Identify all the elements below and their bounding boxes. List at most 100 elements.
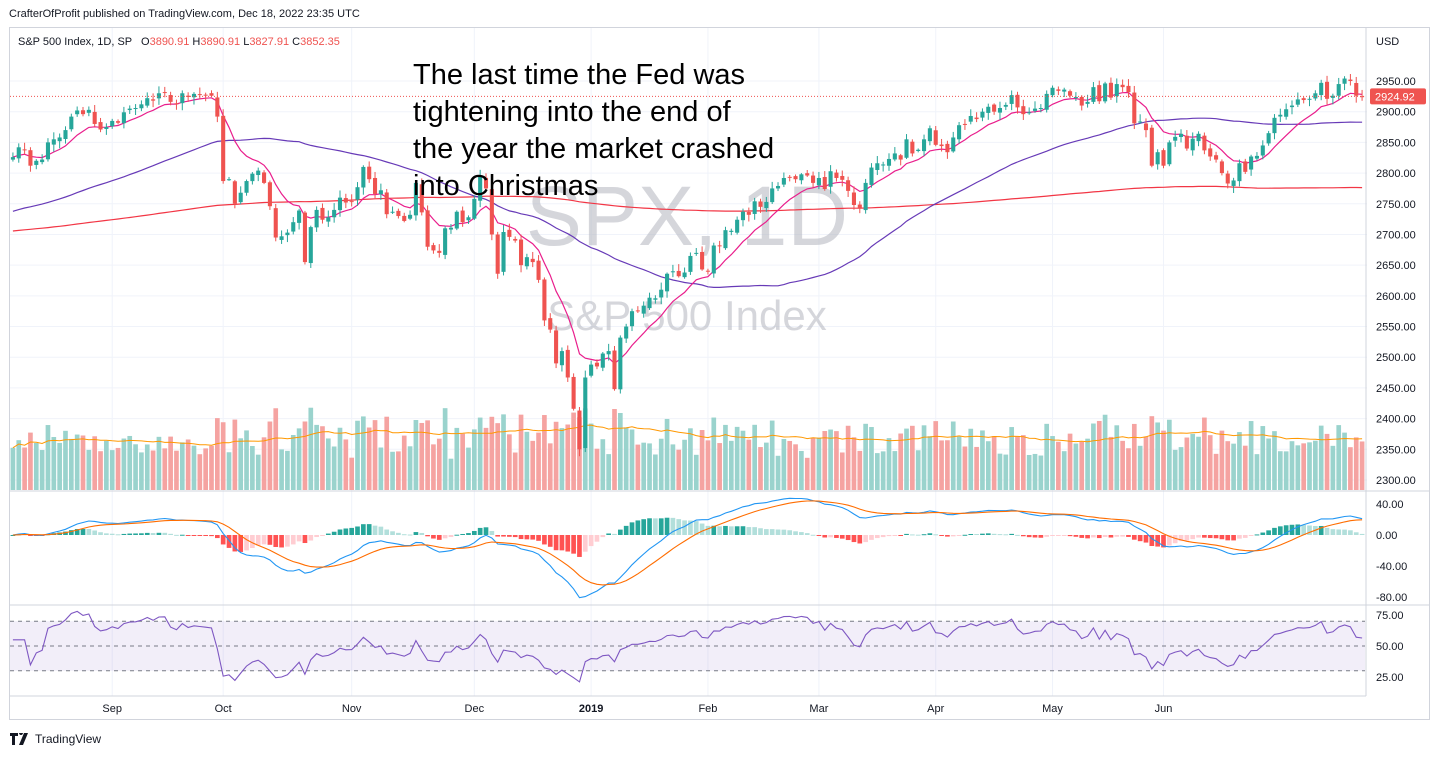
price-tick-label: 2950.00 <box>1376 76 1416 88</box>
candle-body <box>805 173 810 176</box>
candle-body <box>1032 108 1038 111</box>
macd-bar <box>1342 529 1347 535</box>
volume-bar <box>869 427 874 490</box>
volume-bar <box>22 447 27 490</box>
volume-bar <box>349 457 355 490</box>
macd-bar <box>898 535 904 536</box>
candle-body <box>1038 108 1043 110</box>
footer-brand-label: TradingView <box>35 732 102 746</box>
macd-bar <box>1307 525 1312 535</box>
volume-bar <box>1196 436 1201 490</box>
candle-body <box>489 189 494 235</box>
candle-body <box>349 201 354 203</box>
volume-bar <box>1301 443 1307 490</box>
volume-bar <box>1207 435 1213 490</box>
volume-bar <box>197 454 203 490</box>
candle-body <box>151 99 156 101</box>
macd-bar <box>839 535 845 539</box>
time-tick-label: Sep <box>102 703 122 715</box>
annotation-line: tightening into the end of <box>413 96 731 128</box>
volume-bar <box>904 428 909 490</box>
annotation-line: into Christmas <box>413 170 599 202</box>
candle-body <box>378 190 383 195</box>
candle-body <box>57 137 62 142</box>
volume-bar <box>559 428 565 490</box>
candle-body <box>168 95 173 102</box>
volume-bar <box>57 442 62 490</box>
candle-body <box>209 93 214 96</box>
candle-body <box>1319 82 1324 96</box>
volume-bar <box>1155 422 1160 490</box>
volume-bar <box>1266 438 1271 490</box>
candle-body <box>133 108 138 110</box>
macd-bar <box>822 535 828 538</box>
macd-bar <box>162 532 168 535</box>
candle-body <box>1342 78 1347 84</box>
candle-body <box>811 175 816 183</box>
candle-body <box>408 214 413 219</box>
candle-body <box>904 139 909 158</box>
macd-bar <box>1318 525 1324 535</box>
macd-bar <box>366 524 372 535</box>
volume-bar <box>454 427 460 490</box>
macd-bar <box>185 535 191 536</box>
grid <box>10 28 1367 696</box>
volume-bar <box>1114 425 1120 490</box>
candle-body <box>1149 127 1154 166</box>
volume-bar <box>144 444 150 490</box>
macd-bar <box>1184 535 1190 541</box>
candle-body <box>851 192 856 205</box>
volume-bar <box>787 440 793 490</box>
volume-bar <box>1143 436 1149 490</box>
candle-body <box>1260 145 1265 156</box>
volume-bar <box>1056 441 1061 490</box>
volume-bar <box>401 435 407 490</box>
volume-bar <box>1260 426 1266 490</box>
macd-bar <box>1254 534 1260 536</box>
candle-body <box>1284 109 1289 117</box>
macd-bar <box>945 535 950 537</box>
time-tick-label: May <box>1042 703 1063 715</box>
candle-body <box>215 97 220 117</box>
volume-bar <box>290 435 296 490</box>
volume-bar <box>483 427 489 490</box>
macd-bar <box>641 519 647 535</box>
volume-bar <box>419 422 425 490</box>
macd-bar <box>851 535 857 543</box>
volume-bar <box>939 440 944 490</box>
volume-bar <box>699 430 705 490</box>
volume-bar <box>507 434 512 490</box>
macd-bar <box>179 534 185 536</box>
candle-body <box>1214 155 1219 160</box>
volume-bar <box>1330 445 1336 490</box>
candle-body <box>1225 173 1230 184</box>
volume-bar <box>980 430 985 490</box>
volume-bar <box>203 448 208 490</box>
macd-bar <box>261 535 267 545</box>
candle-body <box>162 92 167 94</box>
macd-bar <box>670 517 676 535</box>
candle-body <box>28 150 33 166</box>
macd-bar <box>215 535 220 539</box>
candle-body <box>1143 123 1149 131</box>
macd-tick-label: -40.00 <box>1376 561 1407 573</box>
macd-bar <box>68 530 74 535</box>
candle-body <box>530 258 535 263</box>
volume-bar <box>273 408 279 490</box>
candle-body <box>980 111 985 118</box>
macd-bar <box>1155 535 1160 547</box>
volume-bar <box>635 444 641 490</box>
volume-bar <box>325 438 331 490</box>
volume-bars <box>10 407 1365 490</box>
candle-body <box>226 179 232 181</box>
candle-body <box>244 181 249 193</box>
candle-body <box>1202 135 1207 151</box>
macd-bar <box>1248 535 1254 536</box>
volume-bar <box>910 425 915 490</box>
volume-bar <box>477 417 483 490</box>
volume-bar <box>308 407 314 490</box>
volume-bar <box>174 450 179 490</box>
macd-bar <box>1143 535 1149 543</box>
macd-bar <box>968 533 974 535</box>
